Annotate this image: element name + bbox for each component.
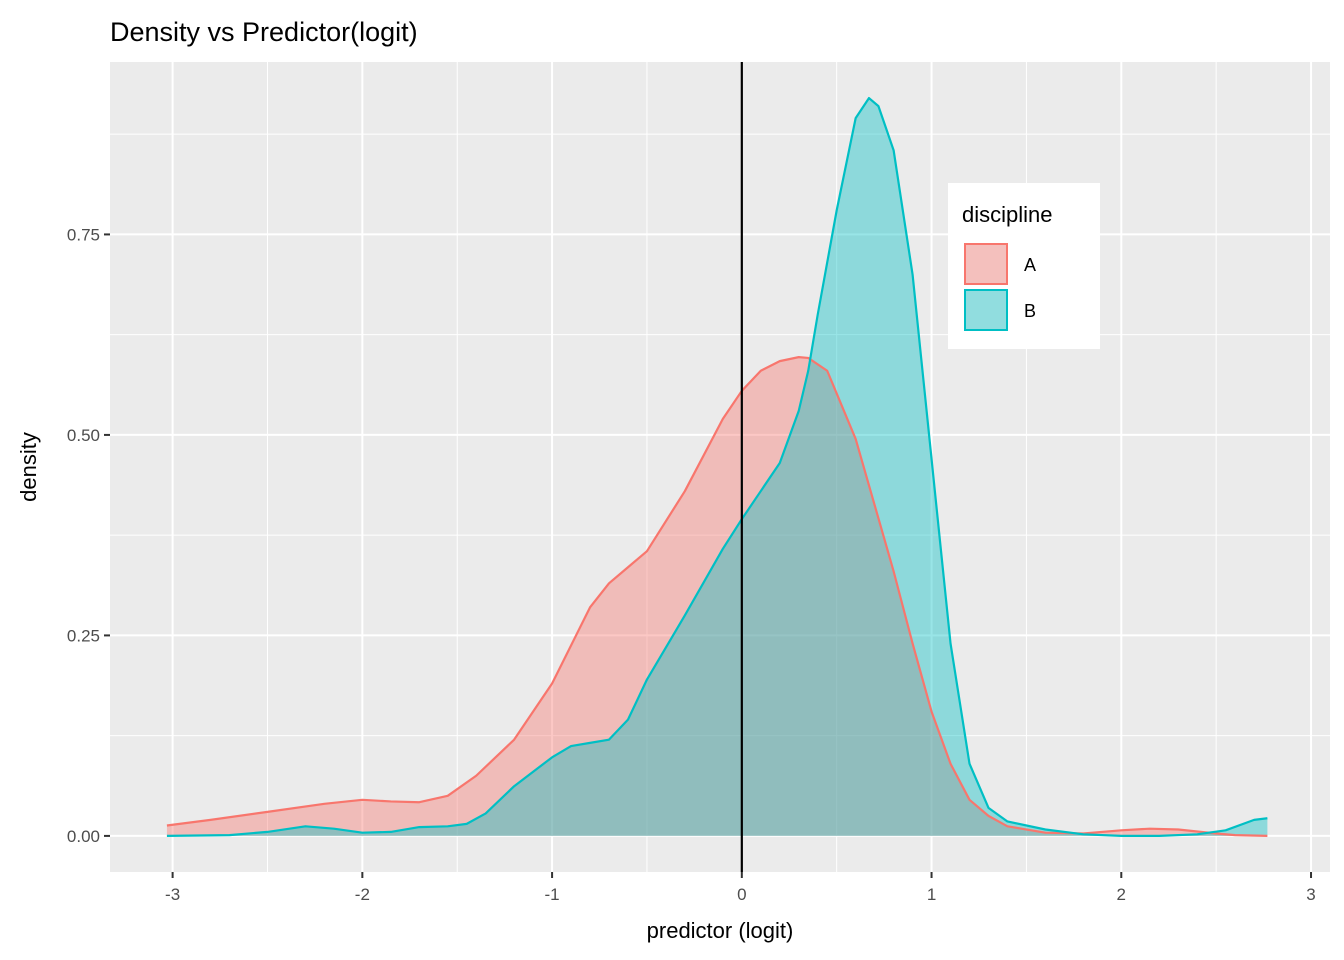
legend-title: discipline — [962, 202, 1053, 227]
x-tick-label: 2 — [1117, 885, 1126, 904]
legend-swatch-a — [964, 243, 1008, 285]
y-axis: 0.00 0.25 0.50 0.75 — [67, 225, 110, 846]
y-tick-label: 0.00 — [67, 827, 100, 846]
x-tick-label: 3 — [1306, 885, 1315, 904]
x-tick-label: 0 — [737, 885, 746, 904]
legend-key-background — [964, 289, 1008, 331]
x-tick-label: -1 — [545, 885, 560, 904]
legend-label-a: A — [1024, 255, 1036, 275]
plot-panel — [110, 62, 1330, 872]
density-areas — [166, 96, 1268, 838]
x-tick-label: -2 — [355, 885, 370, 904]
density-line-b — [166, 96, 1268, 838]
chart-title: Density vs Predictor(logit) — [110, 17, 418, 47]
x-axis-title: predictor (logit) — [647, 918, 794, 943]
y-axis-title: density — [16, 432, 41, 502]
legend-swatch-b — [964, 289, 1008, 331]
legend-keys: AB — [964, 243, 1036, 331]
minor-gridlines — [110, 62, 1330, 872]
legend: discipline AB — [948, 183, 1100, 349]
x-tick-label: 1 — [927, 885, 936, 904]
y-tick-label: 0.25 — [67, 626, 100, 645]
x-tick-label: -3 — [165, 885, 180, 904]
y-tick-label: 0.75 — [67, 225, 100, 244]
y-tick-label: 0.50 — [67, 426, 100, 445]
density-area-b — [166, 98, 1268, 836]
x-axis: -3 -2 -1 0 1 2 3 — [165, 872, 1316, 904]
density-area-a — [166, 357, 1268, 836]
legend-key-background — [964, 243, 1008, 285]
legend-label-b: B — [1024, 301, 1036, 321]
